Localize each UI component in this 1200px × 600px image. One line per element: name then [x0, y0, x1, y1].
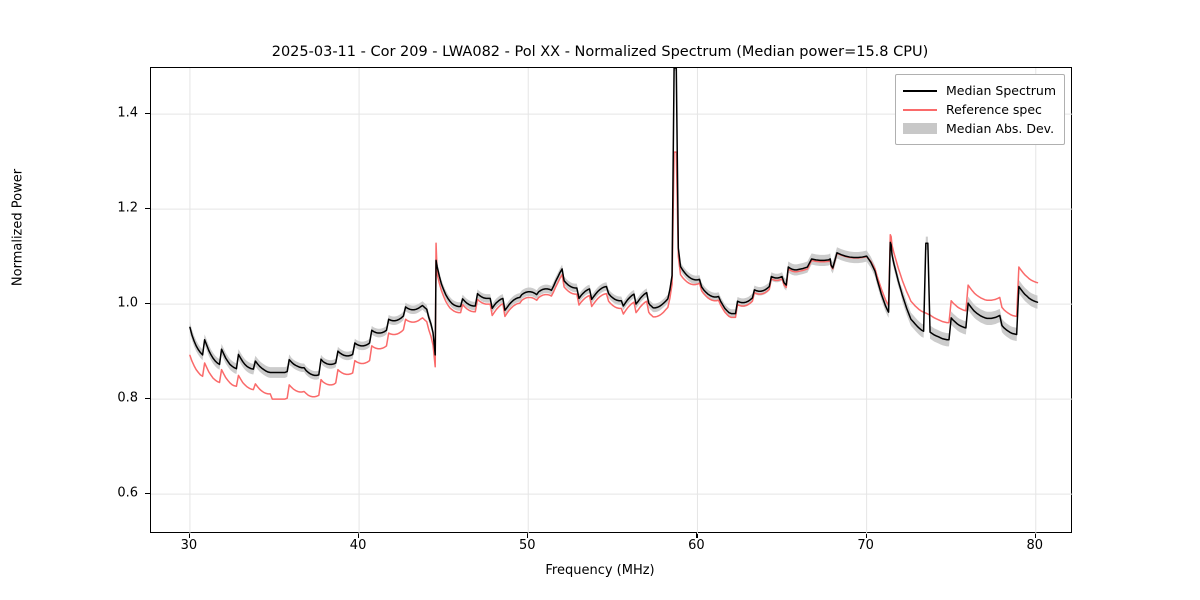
x-tick-mark [358, 533, 360, 538]
x-tick-mark [188, 533, 191, 538]
spectrum-plot [151, 68, 1073, 534]
x-tick-mark [1034, 533, 1036, 538]
y-tick-label: 0.6 [117, 485, 138, 501]
x-tick-mark [527, 533, 529, 538]
x-tick-label: 30 [180, 538, 198, 553]
reference-spec-line [189, 151, 1039, 400]
y-tick-label: 1.0 [117, 295, 138, 311]
legend-patch-icon-median-abs-dev [902, 122, 937, 135]
legend-line-icon-reference-spec [902, 103, 937, 116]
legend-label-median-abs-dev: Median Abs. Dev. [945, 121, 1055, 136]
legend-item-reference-spec: Reference spec [902, 100, 1056, 119]
legend-item-median-abs-dev: Median Abs. Dev. [902, 119, 1056, 138]
y-tick-label: 1.2 [117, 200, 138, 216]
x-tick-label: 40 [349, 538, 367, 553]
y-tick-mark [145, 303, 150, 305]
y-tick-label: 1.4 [117, 105, 138, 121]
x-tick-label: 50 [518, 538, 536, 553]
legend-item-median-spectrum: Median Spectrum [902, 81, 1056, 100]
x-axis-label: Frequency (MHz) [545, 563, 655, 578]
x-tick-label: 60 [688, 538, 705, 553]
legend-label-reference-spec: Reference spec [945, 102, 1042, 117]
x-tick-mark [696, 533, 698, 538]
y-tick-mark [145, 113, 150, 115]
x-tick-label: 80 [1026, 538, 1044, 553]
y-tick-mark [145, 493, 150, 495]
legend-line-icon-median-spectrum [902, 84, 937, 97]
y-axis-label: Normalized Power [10, 168, 26, 287]
x-tick-mark [865, 533, 867, 538]
y-tick-mark [145, 398, 150, 400]
y-tick-mark [145, 208, 150, 210]
y-tick-label: 0.8 [117, 390, 138, 406]
legend-label-median-spectrum: Median Spectrum [945, 83, 1056, 98]
plot-area: Median Spectrum Reference spec Median Ab… [150, 67, 1073, 534]
chart-title: 2025-03-11 - Cor 209 - LWA082 - Pol XX -… [271, 44, 929, 60]
median-spectrum-line [189, 68, 1039, 377]
x-tick-label: 70 [857, 538, 874, 553]
legend: Median Spectrum Reference spec Median Ab… [894, 74, 1065, 145]
